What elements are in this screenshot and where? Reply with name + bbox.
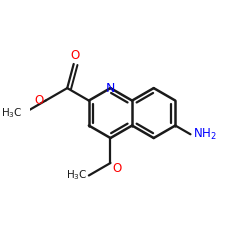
Text: N: N bbox=[106, 82, 115, 94]
Text: O: O bbox=[70, 49, 80, 62]
Text: H$_3$C: H$_3$C bbox=[1, 106, 23, 120]
Text: NH$_2$: NH$_2$ bbox=[193, 127, 216, 142]
Text: O: O bbox=[113, 162, 122, 175]
Text: O: O bbox=[34, 94, 43, 107]
Text: H$_3$C: H$_3$C bbox=[66, 168, 88, 182]
